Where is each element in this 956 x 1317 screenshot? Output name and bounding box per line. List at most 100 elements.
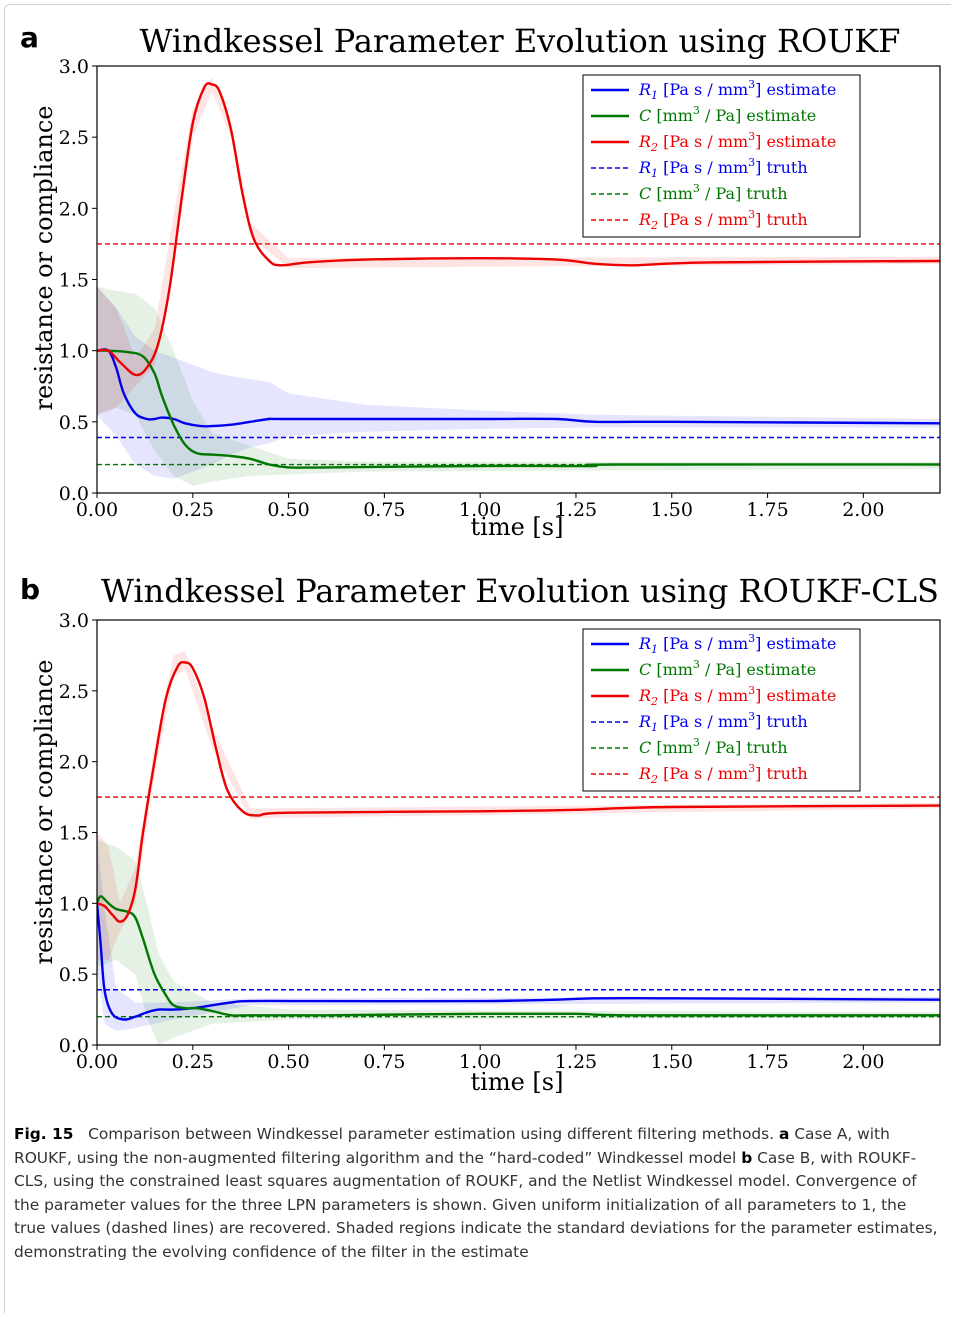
chart-title: Windkessel Parameter Evolution using ROU…	[140, 22, 901, 60]
figure-caption: Fig. 15 Comparison between Windkessel pa…	[14, 1123, 940, 1264]
chart-panel-a: a Windkessel Parameter Evolution using R…	[20, 21, 941, 541]
legend-superscript: 3	[748, 208, 755, 221]
legend-entry: R2 [Pa s / mm3] estimate	[638, 130, 836, 154]
legend-subscript: 2	[650, 219, 658, 232]
y-tick-label: 1.0	[59, 893, 89, 915]
y-tick-label: 0.0	[59, 1035, 89, 1057]
legend-symbol: R	[638, 634, 651, 653]
legend-entry: C [mm3 / Pa] truth	[639, 182, 788, 203]
x-tick-label: 2.00	[842, 499, 884, 521]
y-tick-label: 1.5	[59, 270, 89, 292]
x-axis-label: time [s]	[471, 1068, 564, 1096]
legend-suffix: ] truth	[755, 712, 807, 731]
x-tick-label: 0.75	[363, 1051, 405, 1073]
legend-entry: C [mm3 / Pa] estimate	[639, 104, 816, 125]
legend-suffix: ] estimate	[755, 634, 836, 653]
legend-subscript: 2	[650, 695, 658, 708]
legend-entry: R2 [Pa s / mm3] truth	[638, 762, 808, 786]
y-tick-label: 2.0	[59, 752, 89, 774]
plot-area: 0.00 0.25 0.50 0.75 1.00 1.25 1.50 1.75 2.00 0.0 0…	[59, 610, 941, 1073]
legend-suffix: / Pa] truth	[700, 738, 788, 757]
x-tick-label: 1.50	[651, 499, 693, 521]
legend-subscript: 1	[651, 643, 658, 656]
y-axis-label: resistance or compliance	[30, 106, 58, 411]
legend-superscript: 3	[748, 130, 755, 143]
x-tick-label: 1.00	[459, 1051, 501, 1073]
y-tick-label: 3.0	[59, 610, 89, 632]
x-tick-label: 1.00	[459, 499, 501, 521]
legend-symbol: R	[638, 158, 651, 177]
legend-unit: [mm	[651, 660, 693, 679]
caption-intro: Comparison between Windkessel parameter …	[88, 1125, 775, 1143]
legend-symbol: C	[639, 660, 651, 679]
legend-suffix: ] estimate	[755, 132, 836, 151]
legend-subscript: 2	[650, 141, 658, 154]
legend-symbol: R	[638, 764, 651, 783]
legend-suffix: / Pa] estimate	[700, 660, 816, 679]
y-tick-label: 2.5	[59, 127, 89, 149]
legend-unit: [Pa s / mm	[658, 634, 748, 653]
estimate-line	[97, 903, 940, 1021]
legend-superscript: 3	[748, 762, 755, 775]
legend-superscript: 3	[693, 182, 700, 195]
legend-unit: [Pa s / mm	[658, 686, 748, 705]
legend-symbol: C	[639, 106, 651, 125]
legend-superscript: 3	[693, 104, 700, 117]
legend-suffix: ] truth	[755, 764, 807, 783]
y-tick-label: 2.5	[59, 681, 89, 703]
legend-suffix: / Pa] estimate	[700, 106, 816, 125]
std-band	[97, 839, 940, 1045]
x-tick-label: 0.75	[363, 499, 405, 521]
y-tick-label: 0.5	[59, 412, 89, 434]
x-tick-label: 0.25	[172, 1051, 214, 1073]
legend-symbol: C	[639, 184, 651, 203]
estimate-line	[97, 82, 940, 377]
y-tick-label: 0.5	[59, 964, 89, 986]
plot-layer	[97, 651, 940, 1045]
x-tick-label: 0.50	[267, 1051, 309, 1073]
legend-entry: R1 [Pa s / mm3] estimate	[638, 78, 836, 102]
estimate-line	[97, 660, 940, 923]
legend-symbol: R	[638, 210, 651, 229]
legend-unit: [mm	[651, 184, 693, 203]
legend-superscript: 3	[748, 78, 755, 91]
legend-superscript: 3	[693, 736, 700, 749]
legend-unit: [mm	[651, 738, 693, 757]
x-tick-label: 0.00	[76, 499, 118, 521]
caption-b-text: Case B, with ROUKF-CLS, using the constr…	[14, 1148, 938, 1261]
legend-subscript: 1	[651, 167, 658, 180]
legend-unit: [Pa s / mm	[658, 158, 748, 177]
legend-suffix: ] truth	[755, 158, 807, 177]
legend-superscript: 3	[748, 156, 755, 169]
legend-subscript: 2	[650, 773, 658, 786]
caption-b-label: b	[741, 1148, 753, 1167]
y-tick-label: 1.0	[59, 341, 89, 363]
y-axis-label: resistance or compliance	[30, 660, 58, 965]
y-tick-label: 0.0	[59, 483, 89, 505]
y-tick-label: 2.0	[59, 198, 89, 220]
x-tick-label: 1.75	[746, 1051, 788, 1073]
caption-a-label: a	[779, 1125, 790, 1143]
x-tick-label: 0.50	[267, 499, 309, 521]
plot-area: 0.00 0.25 0.50 0.75 1.00 1.25 1.50 1.75 2.00 0.0 0…	[59, 56, 941, 521]
legend-symbol: R	[638, 80, 651, 99]
legend-superscript: 3	[748, 710, 755, 723]
legend-entry: C [mm3 / Pa] truth	[639, 736, 788, 757]
legend-suffix: ] estimate	[755, 686, 836, 705]
caption-a-text: Case A, with ROUKF, using the non-augmen…	[14, 1125, 890, 1167]
caption-label: Fig. 15	[14, 1125, 74, 1143]
legend-superscript: 3	[748, 632, 755, 645]
x-tick-label: 1.50	[651, 1051, 693, 1073]
x-tick-label: 1.25	[555, 1051, 597, 1073]
y-tick-label: 3.0	[59, 56, 89, 78]
estimate-line	[97, 348, 940, 428]
legend-unit: [Pa s / mm	[658, 80, 748, 99]
panel-letter: b	[20, 573, 40, 606]
legend-entry: C [mm3 / Pa] estimate	[639, 658, 816, 679]
legend-suffix: ] estimate	[755, 80, 836, 99]
std-band	[97, 839, 940, 1031]
legend-symbol: C	[639, 738, 651, 757]
legend-symbol: R	[638, 712, 651, 731]
legend-unit: [Pa s / mm	[658, 712, 748, 731]
